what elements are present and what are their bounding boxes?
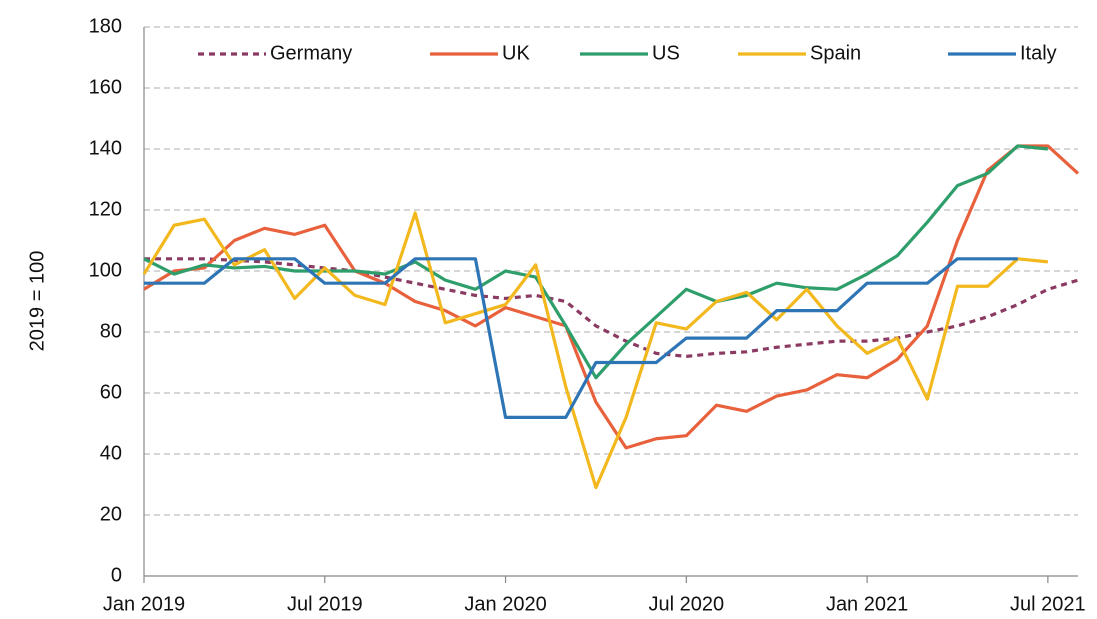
x-tick-label: Jan 2021	[826, 593, 908, 615]
y-tick-label: 180	[89, 15, 122, 37]
y-tick-label: 140	[89, 137, 122, 159]
y-tick-label: 40	[100, 442, 122, 464]
legend-label: Italy	[1020, 42, 1057, 64]
x-tick-label: Jan 2020	[464, 593, 546, 615]
series-line	[142, 211, 1049, 490]
y-tick-label: 80	[100, 320, 122, 342]
x-tick-label: Jan 2019	[103, 593, 185, 615]
y-tick-label: 20	[100, 503, 122, 525]
y-axis-label: 2019 = 100	[26, 251, 48, 352]
series-line	[143, 144, 1049, 380]
y-tick-label: 160	[89, 76, 122, 98]
y-tick-label: 100	[89, 259, 122, 281]
x-tick-label: Jul 2020	[649, 593, 725, 615]
series-line	[144, 257, 1018, 419]
x-tick-label: Jul 2021	[1010, 593, 1086, 615]
legend-label: US	[652, 42, 680, 64]
y-tick-label: 0	[111, 564, 122, 586]
series-line	[143, 144, 1080, 450]
y-tick-label: 120	[89, 198, 122, 220]
legend-label: Germany	[270, 42, 352, 64]
series-line	[144, 257, 1079, 358]
y-tick-label: 60	[100, 381, 122, 403]
legend-label: UK	[502, 42, 530, 64]
x-tick-label: Jul 2019	[287, 593, 363, 615]
legend-label: Spain	[810, 42, 861, 64]
